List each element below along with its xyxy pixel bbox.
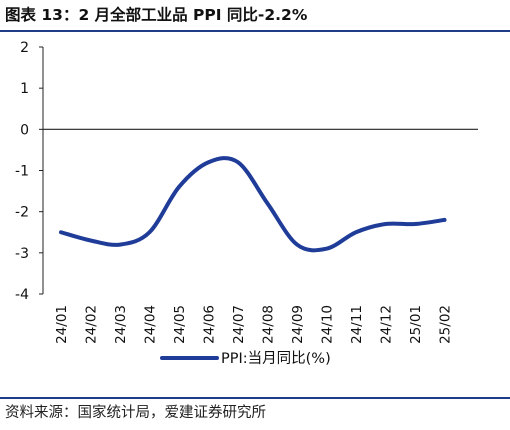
y-tick-label: -2 (15, 205, 29, 221)
data-point (88, 238, 93, 243)
x-tick-label: 24/05 (172, 305, 188, 344)
x-tick-label: 25/01 (408, 305, 424, 344)
y-axis: 2 1 0 -1 -2 -3 -4 (15, 40, 44, 303)
data-point (236, 160, 241, 165)
x-tick-label: 24/08 (261, 305, 277, 344)
data-point (324, 246, 329, 251)
data-point (413, 222, 418, 227)
x-tick-label: 24/06 (202, 305, 218, 344)
x-tick-label: 24/10 (320, 305, 336, 344)
x-tick-label: 24/03 (113, 305, 129, 344)
title-rule (0, 30, 510, 32)
y-tick-label: 0 (20, 122, 29, 138)
data-point (295, 242, 300, 247)
y-tick-label: 1 (20, 81, 29, 97)
data-point (383, 222, 388, 227)
x-tick-label: 24/09 (290, 305, 306, 344)
data-point (147, 230, 152, 235)
data-point (59, 230, 64, 235)
data-point (354, 230, 359, 235)
x-tick-label: 24/07 (231, 305, 247, 344)
x-tick-label: 24/11 (349, 305, 365, 344)
y-tick-label: -1 (15, 164, 29, 180)
x-tick-label: 24/02 (84, 305, 100, 344)
source-rule (0, 397, 510, 399)
data-point (206, 160, 211, 165)
x-tick-label: 25/02 (438, 305, 454, 344)
source-note: 资料来源：国家统计局，爱建证券研究所 (5, 405, 266, 421)
y-tick-label: 2 (20, 40, 29, 56)
data-point (265, 201, 270, 206)
x-tick-label: 24/01 (54, 305, 70, 344)
series-lines (59, 156, 447, 253)
x-tick-label: 24/12 (379, 305, 395, 344)
ppi-line-chart: 210-1-2-3-4 24/01 24/02 24/03 24/04 24/05 24/… (15, 40, 478, 367)
data-point (177, 184, 182, 189)
series-line-ppi (59, 156, 447, 253)
data-point (442, 217, 447, 222)
data-point (118, 242, 123, 247)
figure-title: 图表 13：2 月全部工业品 PPI 同比-2.2% (5, 6, 308, 24)
y-tick-label: -3 (15, 246, 29, 262)
x-tick-label: 24/04 (143, 305, 159, 344)
legend-label: PPI:当月同比(%) (221, 350, 331, 367)
y-tick-label: -4 (15, 287, 29, 303)
x-axis: 24/01 24/02 24/03 24/04 24/05 24/06 24/07 24/08… (54, 305, 454, 344)
legend: PPI:当月同比(%) (160, 350, 331, 367)
